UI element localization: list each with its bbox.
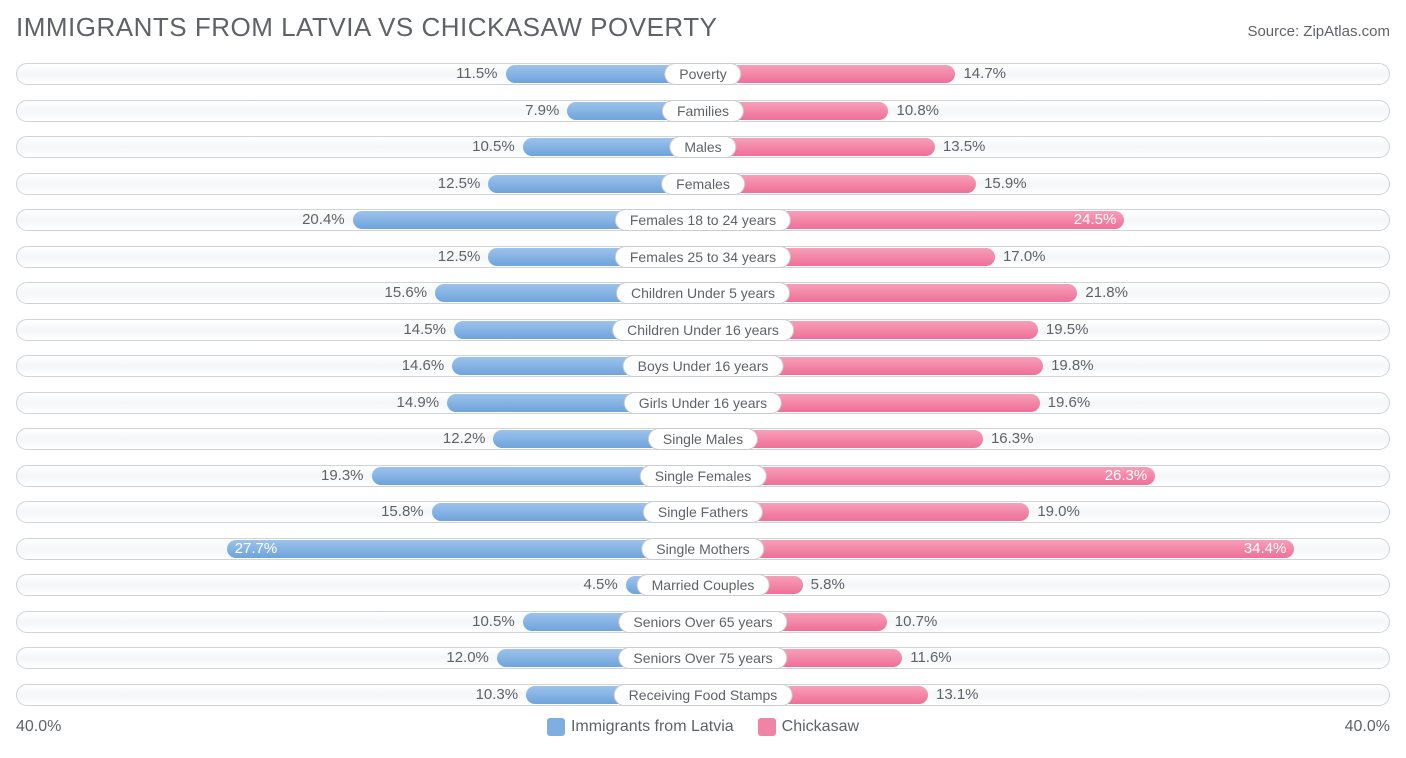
chart-row: 10.3% 13.1% Receiving Food Stamps: [16, 678, 1390, 712]
value-left: 10.3%: [476, 686, 519, 704]
category-label: Females: [661, 173, 745, 195]
value-right: 19.5%: [1046, 321, 1089, 339]
chart-row: 12.2% 16.3% Single Males: [16, 422, 1390, 456]
value-left: 27.7%: [235, 540, 278, 558]
value-right: 16.3%: [991, 430, 1034, 448]
value-left: 4.5%: [584, 576, 618, 594]
chart-row: 7.9% 10.8% Families: [16, 94, 1390, 128]
bar-right: [703, 138, 935, 156]
value-right: 15.9%: [984, 175, 1027, 193]
value-right: 19.6%: [1048, 394, 1091, 412]
axis-max-right: 40.0%: [1345, 718, 1390, 736]
chart-row: 27.7% 34.4% Single Mothers: [16, 532, 1390, 566]
category-label: Poverty: [664, 63, 741, 85]
value-left: 19.3%: [321, 467, 364, 485]
category-label: Females 18 to 24 years: [615, 209, 791, 231]
chart-footer: 40.0% Immigrants from Latvia Chickasaw 4…: [16, 718, 1390, 736]
legend-label-left: Immigrants from Latvia: [571, 718, 734, 736]
value-right: 13.1%: [936, 686, 979, 704]
chart-row: 12.5% 17.0% Females 25 to 34 years: [16, 240, 1390, 274]
chart-row: 19.3% 26.3% Single Females: [16, 459, 1390, 493]
category-label: Single Males: [648, 428, 758, 450]
category-label: Children Under 16 years: [612, 319, 794, 341]
category-label: Married Couples: [637, 574, 770, 596]
category-label: Seniors Over 65 years: [618, 611, 787, 633]
value-right: 21.8%: [1085, 284, 1128, 302]
category-label: Males: [669, 136, 736, 158]
value-left: 10.5%: [472, 613, 515, 631]
value-left: 12.5%: [438, 248, 481, 266]
category-label: Families: [662, 100, 744, 122]
value-left: 14.6%: [402, 357, 445, 375]
value-left: 14.5%: [403, 321, 446, 339]
value-left: 12.0%: [446, 649, 489, 667]
value-right: 14.7%: [963, 65, 1006, 83]
axis-max-left: 40.0%: [16, 718, 61, 736]
value-right: 19.8%: [1051, 357, 1094, 375]
category-label: Single Fathers: [643, 501, 763, 523]
chart-row: 20.4% 24.5% Females 18 to 24 years: [16, 203, 1390, 237]
diverging-bar-chart: 11.5%14.7%Poverty7.9%10.8%Families10.5%1…: [16, 57, 1390, 712]
bar-left: [227, 540, 703, 558]
category-label: Receiving Food Stamps: [614, 684, 793, 706]
value-left: 7.9%: [525, 102, 559, 120]
value-right: 19.0%: [1037, 503, 1080, 521]
legend-item-left: Immigrants from Latvia: [547, 718, 734, 736]
chart-row: 14.9% 19.6% Girls Under 16 years: [16, 386, 1390, 420]
value-right: 26.3%: [1105, 467, 1148, 485]
value-left: 15.6%: [385, 284, 428, 302]
legend-item-right: Chickasaw: [758, 718, 859, 736]
chart-row: 15.6% 21.8% Children Under 5 years: [16, 276, 1390, 310]
category-label: Single Females: [640, 465, 767, 487]
value-right: 13.5%: [943, 138, 986, 156]
value-right: 34.4%: [1244, 540, 1287, 558]
value-left: 20.4%: [302, 211, 345, 229]
bar-right: [703, 540, 1294, 558]
category-label: Girls Under 16 years: [624, 392, 782, 414]
category-label: Females 25 to 34 years: [615, 246, 791, 268]
value-left: 12.2%: [443, 430, 486, 448]
value-right: 11.6%: [910, 649, 951, 667]
value-right: 5.8%: [811, 576, 845, 594]
legend-label-right: Chickasaw: [782, 718, 859, 736]
chart-row: 14.5% 19.5% Children Under 16 years: [16, 313, 1390, 347]
chart-title: IMMIGRANTS FROM LATVIA VS CHICKASAW POVE…: [16, 12, 717, 43]
bar-right: [703, 467, 1155, 485]
legend-swatch-left: [547, 718, 565, 736]
category-label: Seniors Over 75 years: [618, 647, 787, 669]
value-right: 10.7%: [895, 613, 938, 631]
chart-source: Source: ZipAtlas.com: [1247, 23, 1390, 40]
value-left: 14.9%: [397, 394, 440, 412]
value-left: 12.5%: [438, 175, 481, 193]
value-left: 11.5%: [456, 65, 497, 83]
chart-row: 12.0% 11.6% Seniors Over 75 years: [16, 641, 1390, 675]
chart-row: 10.5% 10.7% Seniors Over 65 years: [16, 605, 1390, 639]
chart-row: 10.5% 13.5% Males: [16, 130, 1390, 164]
value-right: 24.5%: [1074, 211, 1117, 229]
value-left: 15.8%: [381, 503, 424, 521]
chart-header: IMMIGRANTS FROM LATVIA VS CHICKASAW POVE…: [16, 12, 1390, 43]
legend-swatch-right: [758, 718, 776, 736]
value-right: 10.8%: [896, 102, 939, 120]
chart-row: 15.8% 19.0% Single Fathers: [16, 495, 1390, 529]
chart-row: 14.6% 19.8% Boys Under 16 years: [16, 349, 1390, 383]
chart-row: 11.5% 14.7% Poverty: [16, 57, 1390, 91]
chart-row: 4.5% 5.8% Married Couples: [16, 568, 1390, 602]
category-label: Single Mothers: [641, 538, 764, 560]
category-label: Boys Under 16 years: [623, 355, 784, 377]
value-right: 17.0%: [1003, 248, 1046, 266]
chart-row: 12.5% 15.9% Females: [16, 167, 1390, 201]
category-label: Children Under 5 years: [616, 282, 790, 304]
legend: Immigrants from Latvia Chickasaw: [547, 718, 859, 736]
value-left: 10.5%: [472, 138, 515, 156]
